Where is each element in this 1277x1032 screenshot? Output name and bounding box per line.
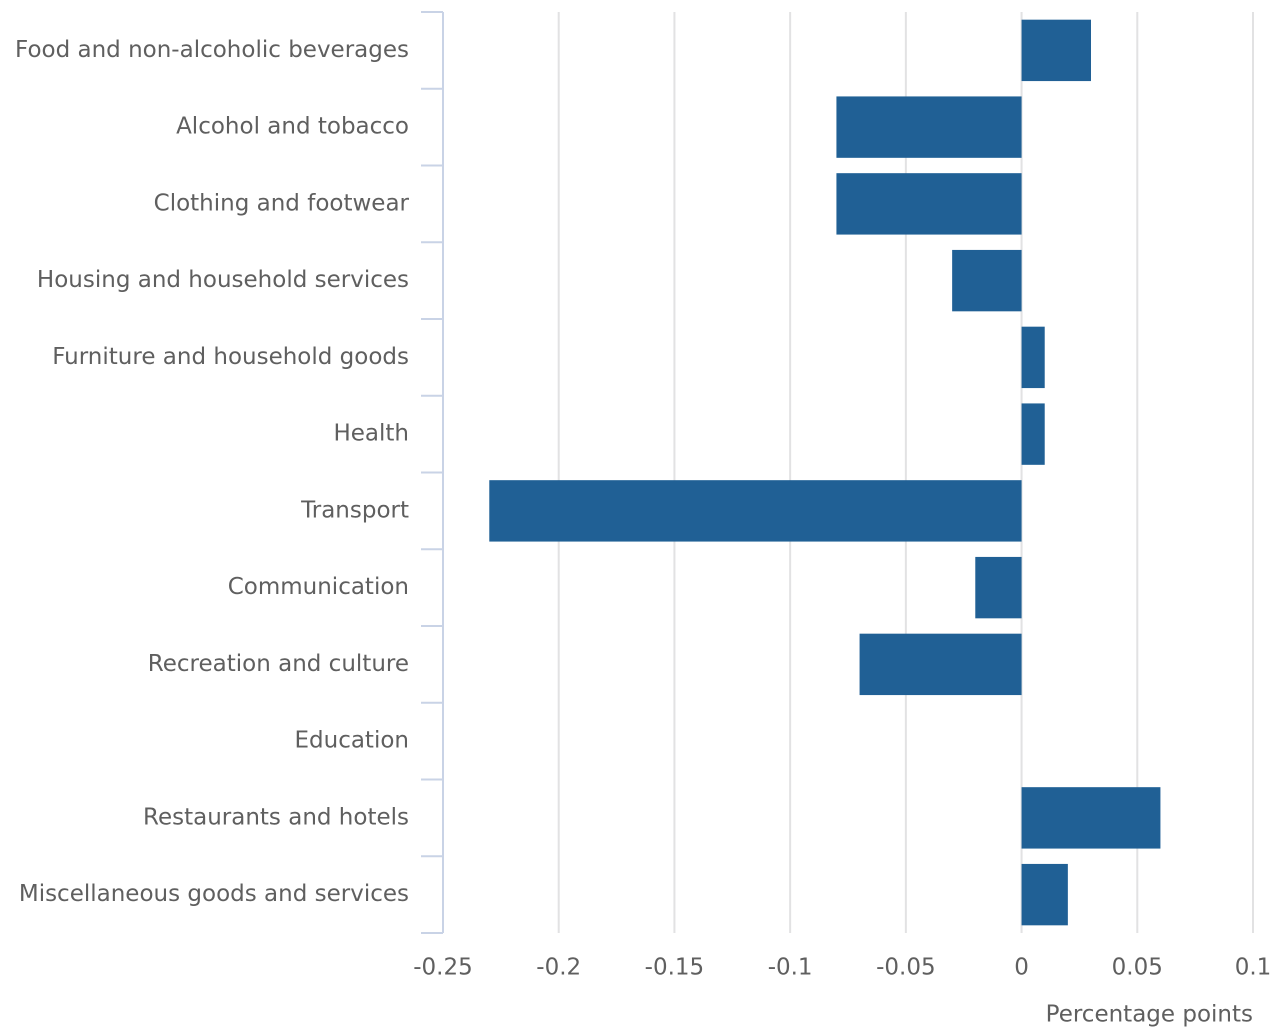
y-tick-label: Recreation and culture — [148, 651, 409, 677]
x-tick-label: 0 — [1014, 955, 1029, 981]
bar — [836, 96, 1022, 158]
y-tick-label: Health — [333, 421, 409, 447]
bar — [1021, 326, 1045, 389]
y-tick-label: Restaurants and hotels — [143, 804, 409, 830]
x-tick-label: 0.05 — [1112, 955, 1163, 981]
y-tick-label: Communication — [228, 574, 409, 600]
y-tick-label: Education — [294, 728, 409, 754]
y-tick-label: Alcohol and tobacco — [176, 114, 409, 140]
bar — [836, 173, 1022, 235]
x-tick-label: -0.1 — [768, 955, 813, 981]
bar — [489, 480, 1022, 542]
y-tick-label: Housing and household services — [37, 267, 409, 293]
x-axis-label: Percentage points — [1046, 1002, 1253, 1028]
bar — [975, 556, 1022, 619]
bar — [1021, 403, 1045, 465]
bar — [1021, 863, 1068, 926]
y-tick-label: Transport — [300, 497, 409, 523]
x-tick-label: -0.25 — [413, 955, 473, 981]
x-tick-label: -0.2 — [536, 955, 581, 981]
bar — [1021, 787, 1161, 849]
y-tick-label: Food and non-alcoholic beverages — [15, 37, 409, 63]
y-tick-label: Miscellaneous goods and services — [19, 881, 409, 907]
bar — [952, 249, 1022, 312]
x-tick-label: -0.15 — [645, 955, 705, 981]
y-tick-label: Clothing and footwear — [154, 190, 410, 216]
bar — [1021, 19, 1091, 82]
x-tick-label: -0.05 — [876, 955, 936, 981]
x-tick-label: 0.1 — [1235, 955, 1272, 981]
bar — [859, 633, 1022, 696]
y-tick-label: Furniture and household goods — [52, 344, 409, 370]
